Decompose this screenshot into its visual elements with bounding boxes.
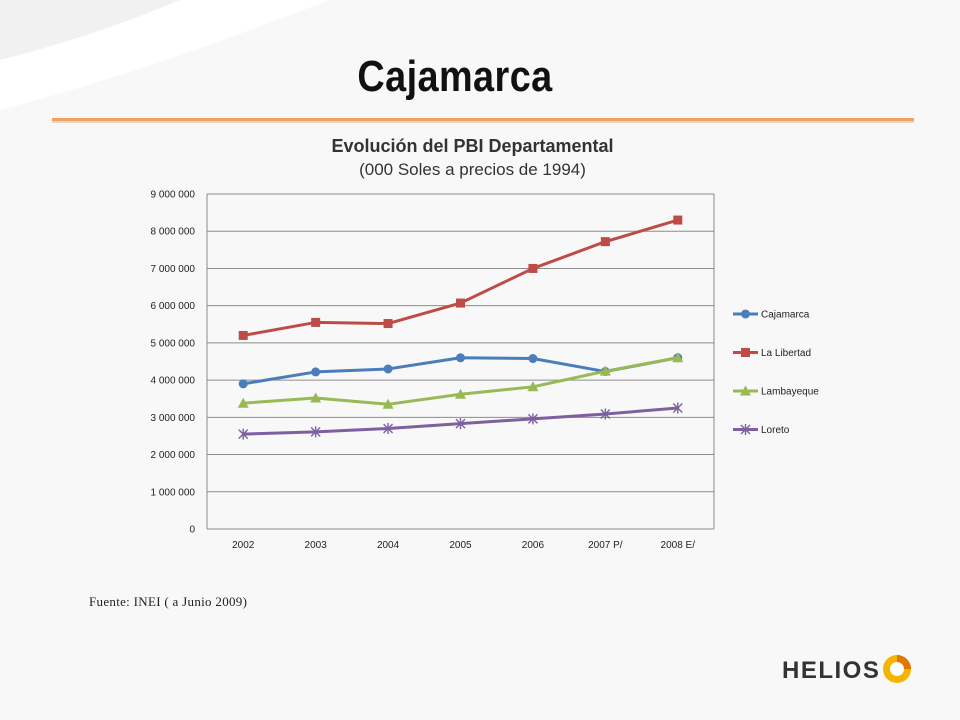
x-tick-label: 2002	[232, 540, 255, 551]
legend-marker-lambayeque	[740, 385, 751, 396]
data-point-la-libertad	[456, 298, 465, 308]
data-point-lambayeque	[455, 388, 466, 399]
y-tick-label: 4 000 000	[151, 376, 196, 387]
x-tick-label: 2003	[305, 540, 328, 551]
data-point-lambayeque	[672, 352, 684, 363]
data-point-loreto	[527, 413, 538, 425]
y-tick-label: 9 000 000	[151, 190, 196, 201]
data-point-la-libertad	[600, 237, 610, 247]
data-point-loreto	[672, 402, 683, 414]
data-point-la-libertad	[528, 263, 538, 273]
legend-label-cajamarca: Cajamarca	[761, 310, 810, 321]
data-point-cajamarca	[311, 367, 321, 377]
x-tick-label: 2004	[377, 540, 400, 551]
chart-title: Evolución del PBI Departamental	[331, 136, 614, 156]
y-tick-label: 3 000 000	[151, 413, 196, 424]
y-tick-label: 0	[189, 525, 195, 536]
data-point-la-libertad	[673, 215, 683, 225]
data-point-la-libertad	[311, 317, 321, 327]
data-point-loreto	[310, 426, 321, 438]
y-tick-label: 6 000 000	[151, 301, 196, 312]
y-tick-label: 1 000 000	[151, 487, 196, 498]
y-tick-label: 2 000 000	[151, 450, 196, 461]
x-tick-label: 2007 P/	[588, 540, 623, 551]
x-tick-label: 2008 E/	[661, 540, 696, 551]
data-point-lambayeque	[310, 392, 322, 403]
data-point-loreto	[383, 423, 394, 434]
data-point-loreto	[238, 428, 249, 440]
helios-swirl-icon	[883, 655, 911, 683]
legend-marker-cajamarca	[741, 309, 750, 319]
data-point-cajamarca	[456, 353, 465, 363]
x-tick-label: 2006	[522, 540, 545, 551]
slide-title: Cajamarca	[357, 52, 553, 101]
x-tick-label: 2005	[449, 540, 472, 551]
legend-marker-loreto	[740, 424, 751, 435]
data-point-la-libertad	[238, 330, 248, 340]
legend-label-lambayeque: Lambayeque	[761, 387, 819, 398]
y-tick-label: 7 000 000	[151, 264, 196, 275]
data-point-cajamarca	[383, 364, 393, 374]
data-point-lambayeque	[382, 398, 394, 409]
data-point-loreto	[455, 418, 466, 430]
legend-marker-la-libertad	[741, 348, 750, 357]
data-point-lambayeque	[527, 381, 539, 392]
series-line-la-libertad	[242, 218, 679, 337]
chart-subtitle: (000 Soles a precios de 1994)	[359, 160, 586, 179]
logo-wordmark: HELIOS	[782, 657, 881, 684]
data-point-cajamarca	[528, 354, 538, 364]
data-point-loreto	[600, 408, 611, 420]
legend-label-loreto: Loreto	[761, 425, 790, 436]
y-tick-label: 5 000 000	[151, 338, 196, 349]
data-point-cajamarca	[238, 379, 248, 389]
source-note: Fuente: INEI ( a Junio 2009)	[89, 594, 248, 609]
title-accent-rule	[52, 118, 914, 121]
data-point-la-libertad	[383, 319, 393, 329]
data-point-lambayeque	[599, 365, 611, 376]
helios-logo: HELIOS	[768, 640, 938, 696]
legend-label-la-libertad: La Libertad	[761, 348, 811, 359]
y-tick-label: 8 000 000	[151, 227, 196, 238]
title-rule-shadow	[52, 121, 914, 123]
data-point-lambayeque	[237, 397, 249, 408]
